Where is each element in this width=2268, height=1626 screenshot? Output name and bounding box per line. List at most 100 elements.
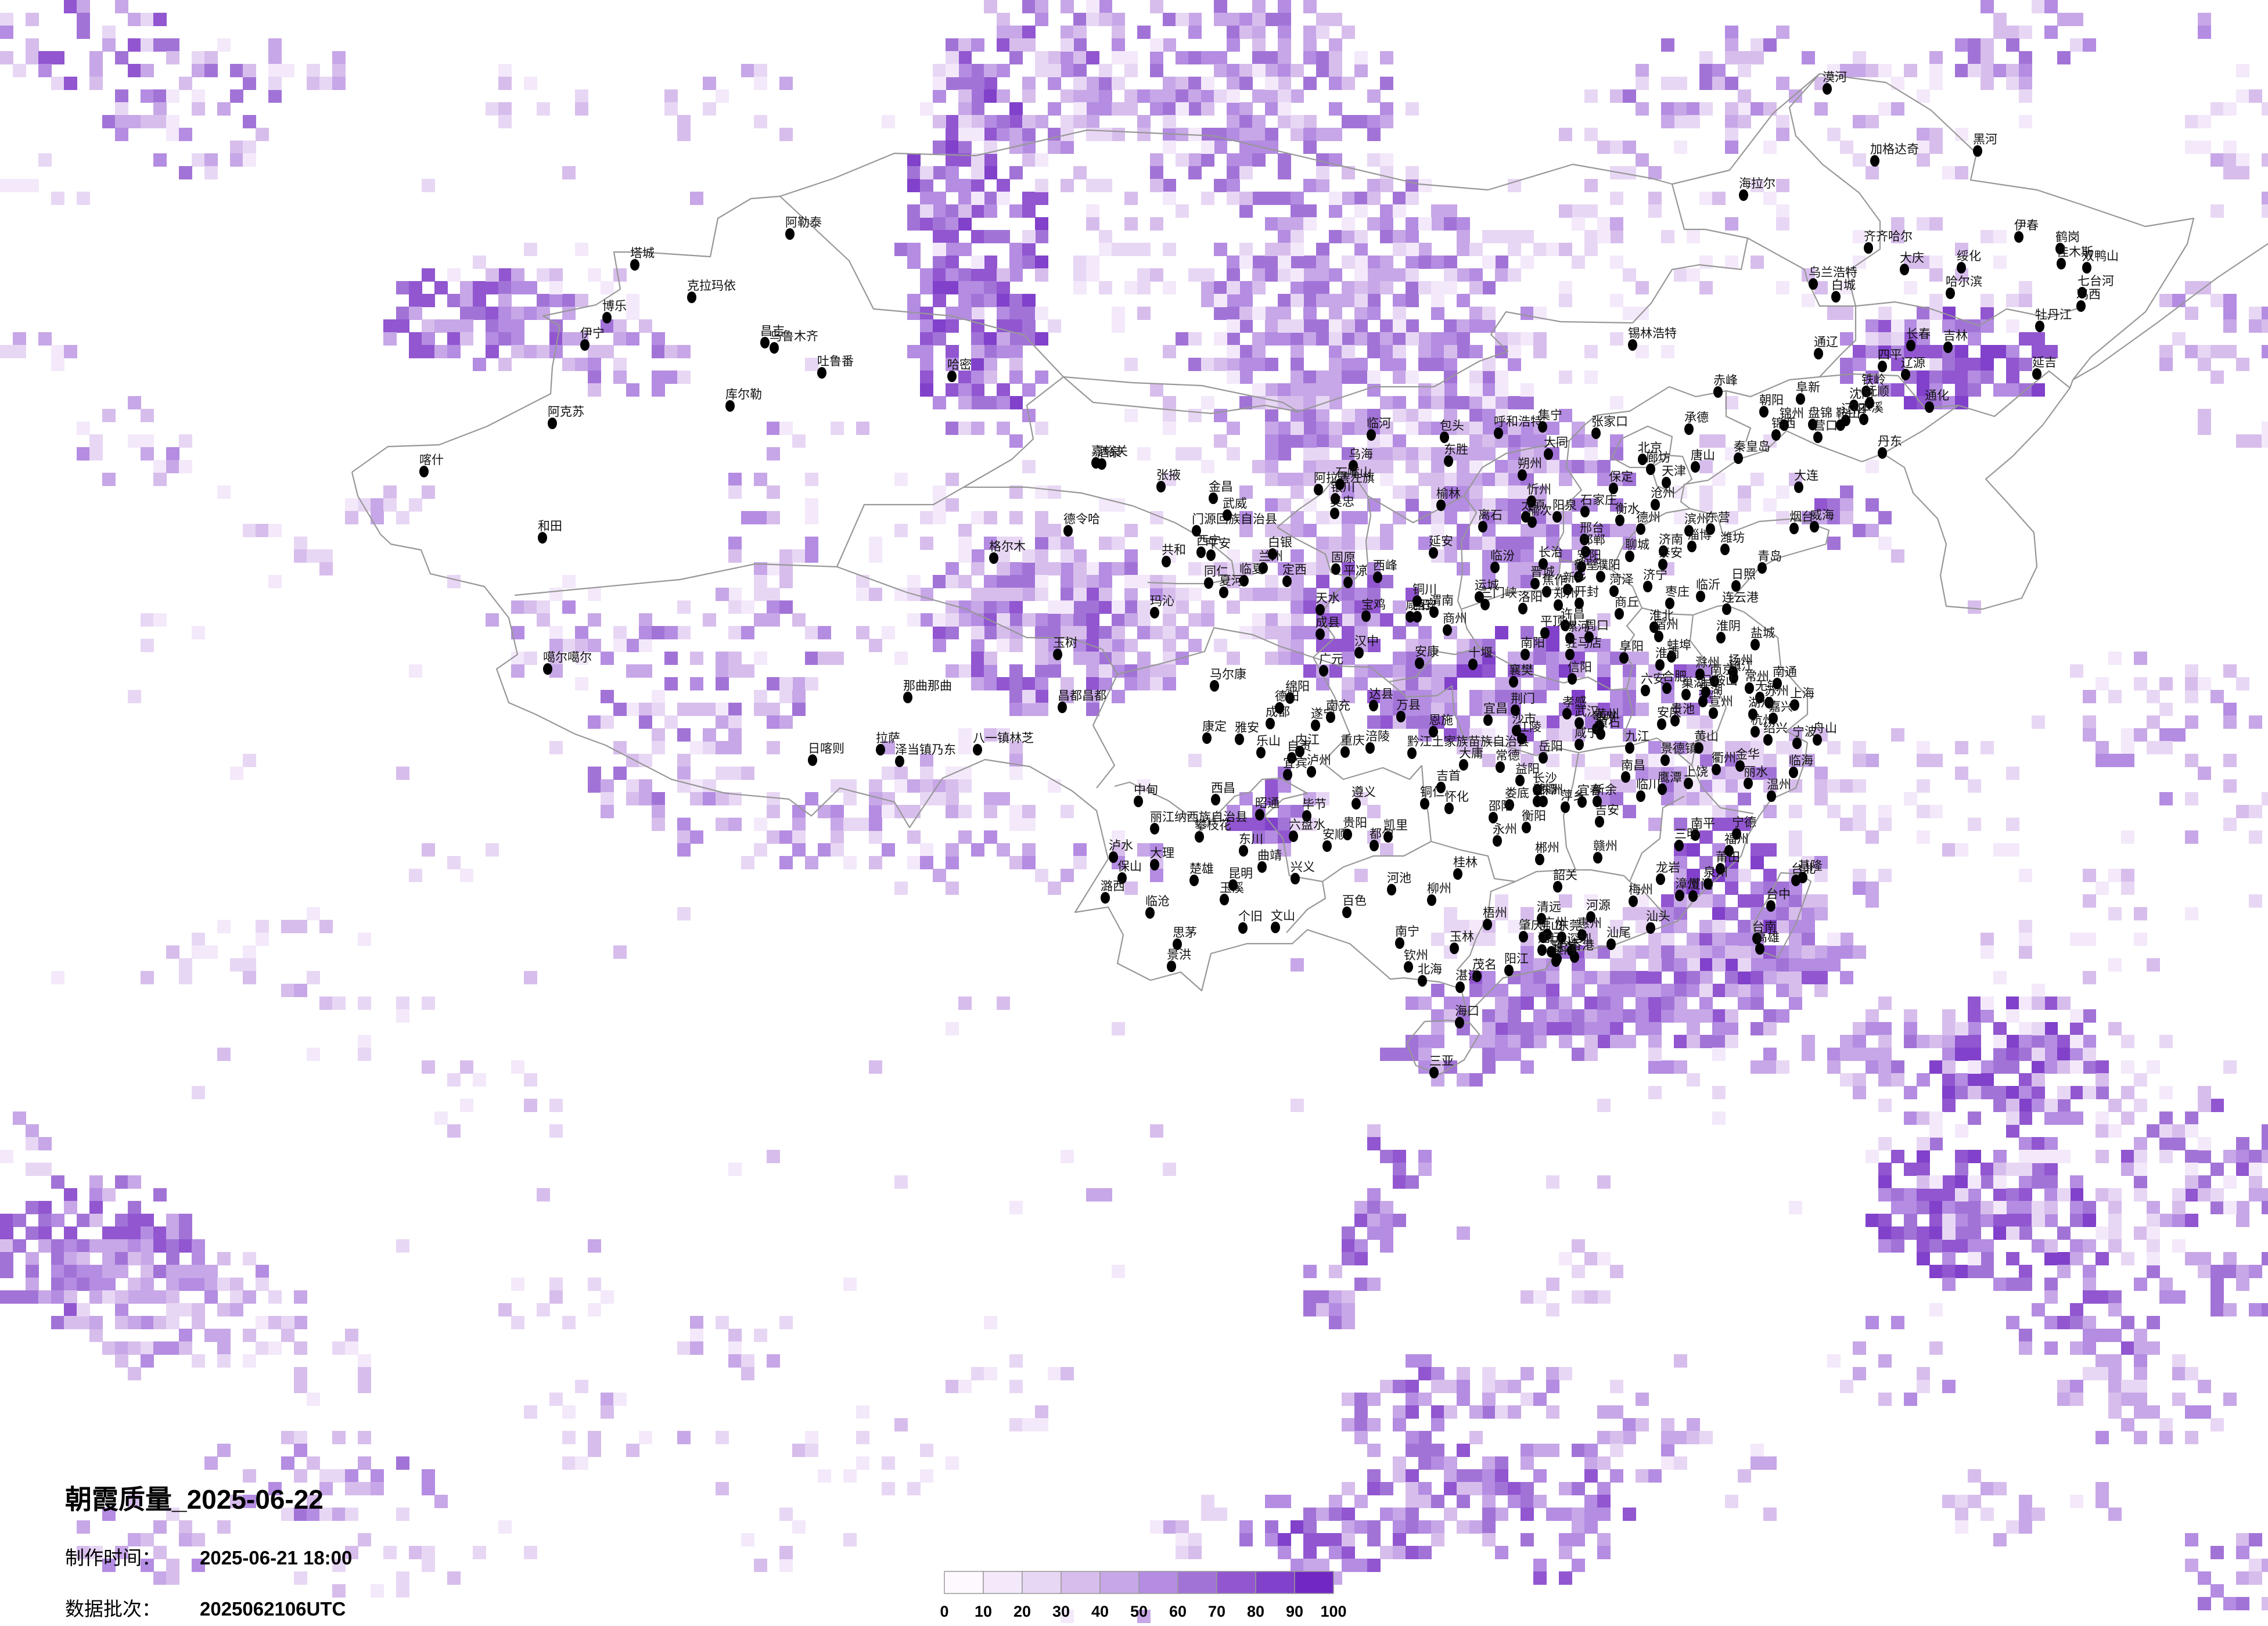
heat-cell — [1112, 690, 1125, 703]
heat-cell — [1201, 281, 1214, 294]
heat-cell — [294, 1367, 307, 1380]
heat-cell — [2044, 1316, 2058, 1329]
heat-cell — [230, 153, 243, 167]
city-dot — [989, 552, 998, 564]
city-dot — [1659, 545, 1668, 557]
heat-cell — [1546, 626, 1559, 639]
heat-cell — [1699, 856, 1713, 869]
heat-cell — [1009, 588, 1023, 601]
city-label: 东胜 — [1444, 443, 1468, 456]
heat-cell — [1993, 1278, 2007, 1291]
heat-cell — [831, 818, 844, 831]
heat-cell — [1329, 1533, 1342, 1546]
heat-cell — [894, 243, 908, 256]
heat-cell — [1303, 281, 1317, 294]
heat-cell — [1955, 128, 1968, 141]
city-dot — [1134, 796, 1143, 807]
heat-cell — [1482, 319, 1496, 333]
heat-cell — [268, 1316, 282, 1329]
heat-cell — [588, 345, 601, 358]
city-label: 平凉 — [1343, 564, 1368, 578]
heat-cell — [1597, 652, 1611, 665]
city-label: 思茅 — [1173, 926, 1197, 940]
heat-cell — [2198, 1099, 2211, 1112]
heat-cell — [1342, 1239, 1355, 1253]
heat-cell — [409, 664, 422, 678]
heat-cell — [89, 77, 103, 90]
heat-cell — [997, 626, 1010, 639]
heat-cell — [294, 920, 307, 933]
heat-cell — [946, 179, 959, 192]
heat-cell — [2019, 869, 2032, 882]
heat-cell — [1278, 268, 1291, 282]
heat-cell — [1163, 1163, 1176, 1176]
heat-cell — [767, 511, 780, 524]
heat-cell — [1508, 358, 1521, 371]
heat-cell — [256, 1341, 269, 1355]
heat-cell — [1521, 945, 1534, 959]
heat-cell — [1584, 1022, 1598, 1035]
heat-cell — [1597, 217, 1611, 231]
heat-cell — [2070, 1239, 2083, 1253]
heat-cell — [1508, 1405, 1521, 1419]
heat-cell — [1342, 537, 1355, 550]
heat-cell — [1993, 1035, 2007, 1048]
heat-cell — [1073, 549, 1087, 563]
heat-cell — [1342, 600, 1355, 614]
heat-cell — [716, 588, 729, 601]
heat-cell — [268, 1290, 282, 1304]
heat-cell — [792, 818, 806, 831]
heat-cell — [1073, 281, 1087, 294]
heat-cell — [1904, 792, 1917, 805]
heat-cell — [1342, 626, 1355, 639]
heat-cell — [1572, 728, 1585, 742]
heat-cell — [716, 715, 729, 729]
boundary-line — [779, 129, 1673, 197]
heat-cell — [1891, 1226, 1904, 1240]
heat-cell — [1367, 1469, 1381, 1483]
heat-cell — [2198, 345, 2211, 358]
heat-cell — [1610, 230, 1623, 243]
heat-cell — [933, 204, 946, 218]
heat-cell — [1188, 332, 1202, 346]
heat-cell — [1623, 690, 1636, 703]
heat-cell — [1584, 933, 1598, 946]
heat-cell — [588, 1444, 601, 1457]
heat-cell — [409, 307, 422, 320]
heat-cell — [1291, 549, 1304, 563]
heat-cell — [1623, 945, 1636, 959]
heat-cell — [1559, 894, 1572, 908]
heat-cell — [1009, 1201, 1023, 1214]
heat-cell — [1201, 1508, 1214, 1521]
heat-cell — [1316, 447, 1329, 461]
heat-cell — [2159, 792, 2173, 805]
boundary-line — [836, 376, 1064, 567]
city-label: 临汾 — [1490, 549, 1515, 563]
heat-cell — [1252, 153, 1266, 167]
heat-cell — [77, 192, 90, 205]
heat-cell — [1610, 192, 1623, 205]
heat-cell — [1201, 128, 1214, 141]
heat-cell — [716, 652, 729, 665]
heat-cell — [1866, 1022, 1879, 1035]
heat-cell — [1623, 268, 1636, 282]
heat-cell — [1009, 256, 1023, 269]
heat-cell — [1521, 1456, 1534, 1470]
heat-cell — [1444, 1508, 1457, 1521]
heat-cell — [792, 830, 806, 844]
heat-cell — [1878, 1022, 1892, 1035]
heat-cell — [473, 307, 486, 320]
heat-cell — [115, 1303, 128, 1316]
heat-cell — [575, 358, 588, 371]
heat-cell — [1866, 319, 1879, 333]
heat-cell — [1942, 166, 1956, 179]
heat-cell — [2121, 1380, 2134, 1393]
heat-cell — [869, 588, 882, 601]
heat-cell — [677, 779, 691, 793]
heat-cell — [1521, 907, 1534, 920]
heat-cell — [2249, 1265, 2262, 1278]
heat-cell — [1086, 102, 1099, 116]
heat-cell — [1406, 1405, 1419, 1419]
heat-cell — [971, 102, 984, 116]
city-label: 临沂 — [1696, 578, 1720, 592]
